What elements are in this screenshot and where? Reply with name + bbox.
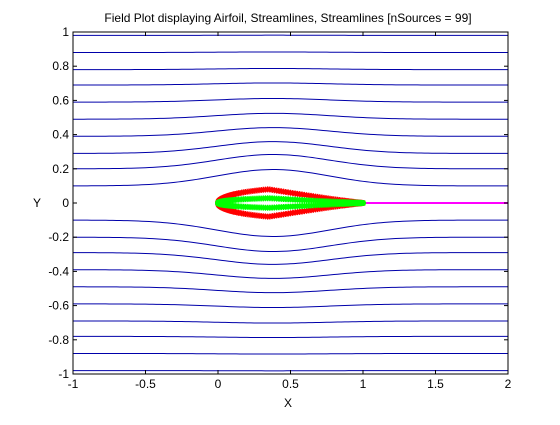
plot-area (73, 32, 508, 374)
x-axis-label: X (284, 396, 292, 410)
y-tick-label: 0.4 (52, 128, 69, 142)
y-tick-label: 0 (62, 196, 69, 210)
x-tick-label: -1 (68, 377, 79, 391)
y-tick-label: -0.4 (48, 264, 69, 278)
y-axis-label: Y (33, 196, 41, 210)
chart-title: Field Plot displaying Airfoil, Streamlin… (104, 11, 471, 25)
y-tick-label: 0.8 (52, 59, 69, 73)
x-tick-label: 1.5 (427, 377, 444, 391)
y-tick-label: -0.2 (48, 230, 69, 244)
x-tick-label: 1 (360, 377, 367, 391)
y-tick-label: -1 (58, 367, 69, 381)
y-tick-label: -0.8 (48, 333, 69, 347)
x-tick-label: -0.5 (135, 377, 156, 391)
surface-marker (360, 200, 366, 206)
y-tick-label: -0.6 (48, 299, 69, 313)
y-tick-label: 1 (62, 25, 69, 39)
streamline (73, 52, 508, 53)
data-layer (73, 32, 508, 374)
y-tick-label: 0.6 (52, 93, 69, 107)
x-tick-label: 0 (215, 377, 222, 391)
x-tick-label: 2 (505, 377, 512, 391)
streamline (73, 353, 508, 354)
y-tick-label: 0.2 (52, 162, 69, 176)
x-tick-label: 0.5 (282, 377, 299, 391)
